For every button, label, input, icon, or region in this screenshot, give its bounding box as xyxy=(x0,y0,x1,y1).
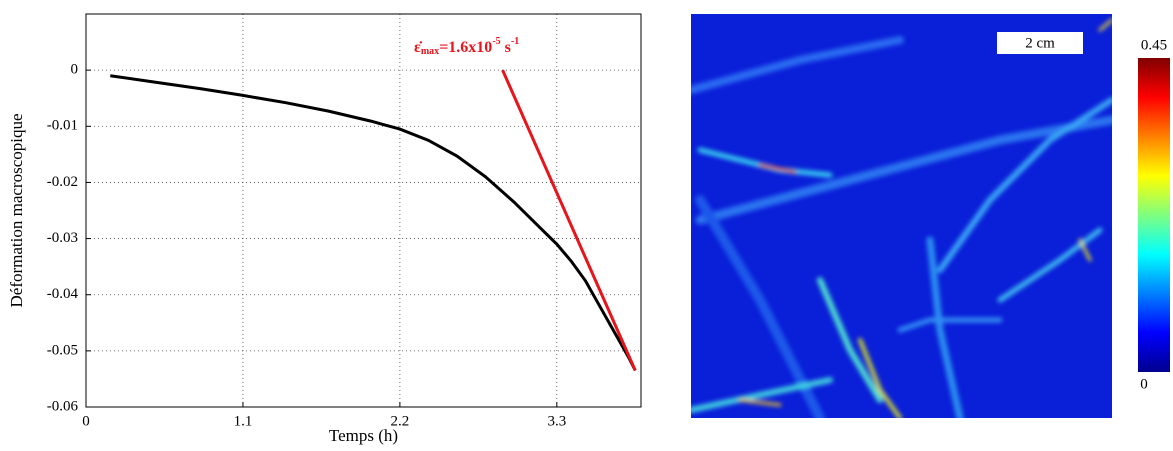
heatmap-image: 2 cm xyxy=(691,14,1112,418)
x-axis-label: Temps (h) xyxy=(329,426,398,445)
data-line xyxy=(110,74,637,372)
x-tick-label: 3.3 xyxy=(547,413,566,429)
annotation-part: s xyxy=(501,39,511,56)
annotation-part: -5 xyxy=(492,36,500,47)
plot: 0 1.1 2.2 3.3 0 -0.01 -0.02 -0.03 -0.04 -0.05 -0.0… xyxy=(7,13,642,445)
x-tick-label: 1.1 xyxy=(234,413,253,429)
colorbar xyxy=(1138,58,1170,372)
annotation-part: -1 xyxy=(511,36,519,47)
y-tick-label: -0.02 xyxy=(47,174,78,190)
y-tick-label: -0.03 xyxy=(47,230,78,246)
annotation-part: ε̇ xyxy=(414,39,423,56)
y-tick-label: -0.06 xyxy=(47,398,79,414)
y-tick-label: -0.01 xyxy=(47,118,78,134)
colorbar-label: 0 xyxy=(1140,376,1148,392)
scale-bar-label: 2 cm xyxy=(1025,35,1055,51)
colorbar-label: 0.45 xyxy=(1141,37,1167,53)
y-axis-label: Déformation macroscopique xyxy=(7,113,26,307)
annotation-part: max xyxy=(421,46,439,57)
y-tick-label: 0 xyxy=(71,62,79,78)
x-tick-label: 2.2 xyxy=(391,413,410,429)
y-tick-label: -0.04 xyxy=(47,286,79,302)
data-line xyxy=(501,69,637,372)
annotation-part: =1.6x10 xyxy=(439,39,492,56)
annotation: ε̇max=1.6x10-5 s-1 xyxy=(414,36,519,57)
y-tick-label: -0.05 xyxy=(47,342,78,358)
x-tick-label: 0 xyxy=(82,413,90,429)
plot-frame xyxy=(85,13,642,408)
